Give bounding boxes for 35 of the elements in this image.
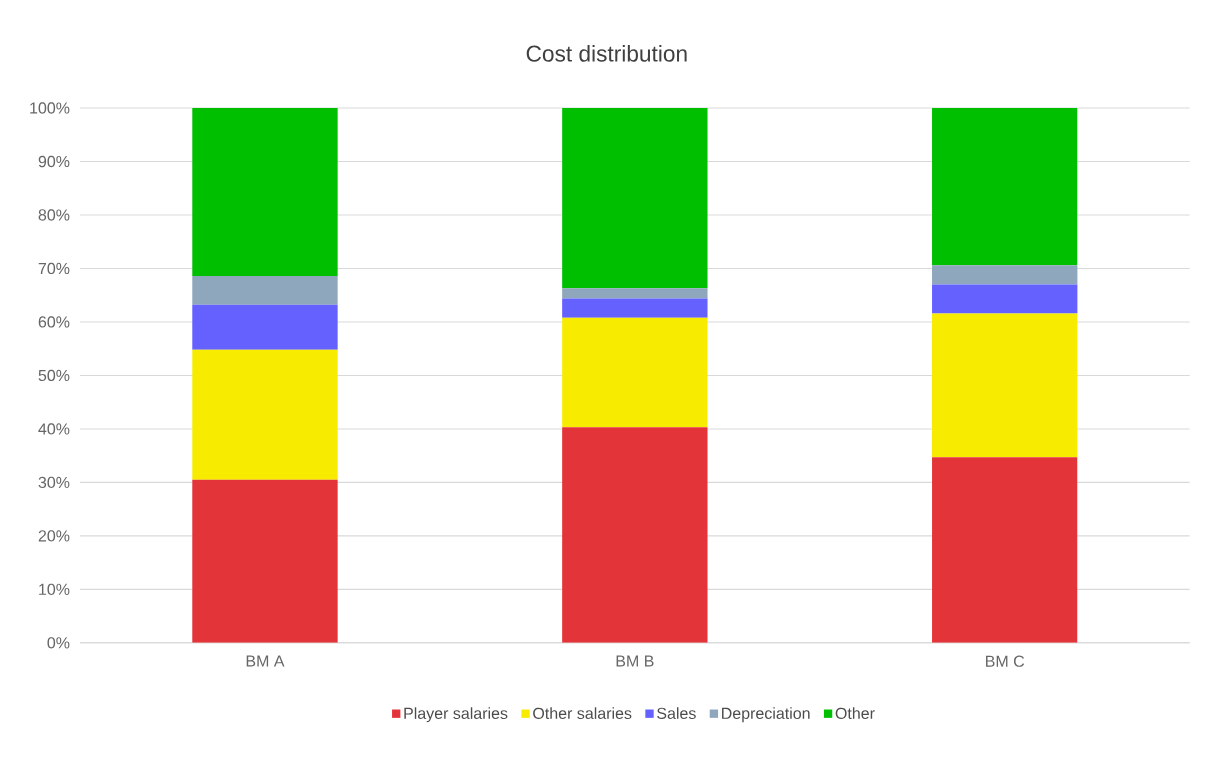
bar xyxy=(192,276,338,306)
bar xyxy=(562,317,708,428)
bar xyxy=(562,108,708,289)
bar xyxy=(192,305,338,350)
legend-label: Depreciation xyxy=(722,707,810,723)
bar xyxy=(192,108,338,277)
y-tick-label: 100% xyxy=(30,102,70,114)
bar xyxy=(932,265,1078,285)
bar xyxy=(562,298,708,318)
y-tick-label: 70% xyxy=(38,263,70,275)
y-tick-label: 20% xyxy=(38,530,70,542)
y-tick-label: 80% xyxy=(38,209,70,221)
legend-label: Other xyxy=(835,707,875,720)
bar xyxy=(562,288,708,299)
y-tick-label: 90% xyxy=(38,156,70,168)
bar xyxy=(932,108,1078,266)
y-tick-label: 10% xyxy=(39,583,70,596)
bar xyxy=(932,457,1078,644)
bar xyxy=(932,313,1078,458)
y-tick-label: 30% xyxy=(38,476,70,489)
legend-label: Sales xyxy=(657,707,696,720)
legend-label: Player salaries xyxy=(404,707,508,723)
y-tick-label: 0% xyxy=(47,637,70,649)
x-tick-label: BM B xyxy=(616,655,654,667)
chart-title: Cost distribution xyxy=(526,45,687,62)
x-tick-label: BM A xyxy=(246,655,285,667)
bar xyxy=(192,479,338,644)
y-tick-label: 40% xyxy=(38,423,70,435)
y-tick-label: 60% xyxy=(38,316,70,328)
legend-label: Other salaries xyxy=(533,707,632,720)
y-tick-label: 50% xyxy=(38,370,70,382)
bar xyxy=(562,427,708,644)
bar xyxy=(192,349,338,480)
x-tick-label: BM C xyxy=(986,655,1025,668)
bar xyxy=(932,284,1078,314)
